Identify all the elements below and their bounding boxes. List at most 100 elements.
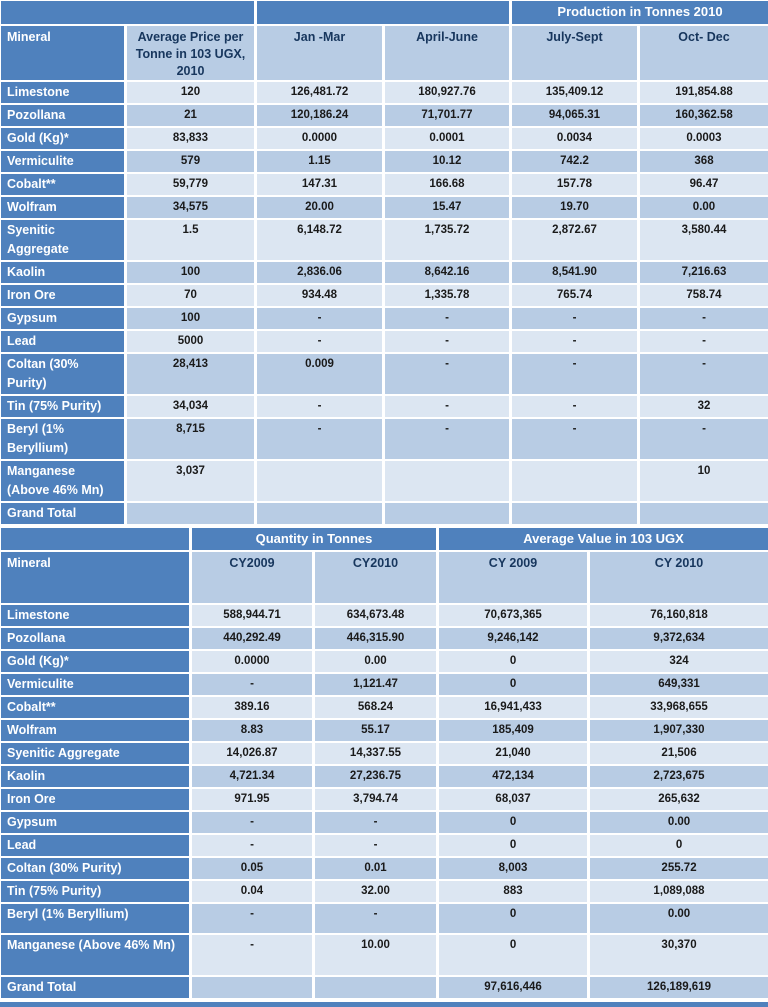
row-label-gypsum: Gypsum xyxy=(1,307,126,330)
data-cell: 70,673,365 xyxy=(438,604,589,627)
data-cell: 368 xyxy=(639,150,768,173)
column-header-cy2009-qty: CY2009 xyxy=(191,551,314,604)
data-cell: 21,506 xyxy=(589,742,768,765)
data-cell: - xyxy=(511,395,639,418)
data-cell: 440,292.49 xyxy=(191,627,314,650)
data-cell: 5000 xyxy=(126,330,256,353)
data-cell: 1,121.47 xyxy=(314,673,438,696)
data-cell: 14,337.55 xyxy=(314,742,438,765)
band-spacer xyxy=(256,1,511,25)
data-cell: - xyxy=(191,811,314,834)
row-label-coltan-30-purity: Coltan (30% Purity) xyxy=(1,353,126,395)
data-cell: 21 xyxy=(126,104,256,127)
production-table: Production in Tonnes 2010 Mineral Averag… xyxy=(0,0,768,526)
row-label-lead: Lead xyxy=(1,330,126,353)
data-cell: 3,580.44 xyxy=(639,219,768,261)
data-cell: 389.16 xyxy=(191,696,314,719)
row-label-iron-ore: Iron Ore xyxy=(1,284,126,307)
data-cell: 1.5 xyxy=(126,219,256,261)
data-cell: 3,037 xyxy=(126,460,256,502)
data-cell: - xyxy=(256,395,384,418)
data-cell: 27,236.75 xyxy=(314,765,438,788)
data-cell: 28,413 xyxy=(126,353,256,395)
data-cell: 3,794.74 xyxy=(314,788,438,811)
column-header-cy2010-value: CY 2010 xyxy=(589,551,768,604)
data-cell: 0 xyxy=(438,903,589,934)
data-cell: 0.00 xyxy=(589,811,768,834)
row-label-wolfram: Wolfram xyxy=(1,719,191,742)
data-cell: 255.72 xyxy=(589,857,768,880)
data-cell: 160,362.58 xyxy=(639,104,768,127)
value-band-title: Average Value in 103 UGX xyxy=(438,527,768,551)
data-cell: 34,034 xyxy=(126,395,256,418)
data-cell: 883 xyxy=(438,880,589,903)
data-cell: 0.0034 xyxy=(511,127,639,150)
data-cell: 2,723,675 xyxy=(589,765,768,788)
column-header-mineral: Mineral xyxy=(1,25,126,81)
data-cell: 0.0001 xyxy=(384,127,511,150)
data-cell: 70 xyxy=(126,284,256,307)
row-label-manganese-above-46-mn: Manganese (Above 46% Mn) xyxy=(1,460,126,502)
data-cell: 8,541.90 xyxy=(511,261,639,284)
data-cell: 8,003 xyxy=(438,857,589,880)
data-cell: 9,246,142 xyxy=(438,627,589,650)
production-band-row: Production in Tonnes 2010 xyxy=(1,1,768,25)
data-cell: 126,189,619 xyxy=(589,976,768,999)
data-cell: - xyxy=(191,934,314,976)
row-label-beryl-1-beryllium: Beryl (1% Beryllium) xyxy=(1,418,126,460)
row-label-lead: Lead xyxy=(1,834,191,857)
data-cell: 472,134 xyxy=(438,765,589,788)
data-cell: - xyxy=(639,418,768,460)
row-label-manganese-above-46-mn: Manganese (Above 46% Mn) xyxy=(1,934,191,976)
row-label-pozollana: Pozollana xyxy=(1,104,126,127)
data-cell: 14,026.87 xyxy=(191,742,314,765)
row-label-gold-kg: Gold (Kg)* xyxy=(1,650,191,673)
column-header-oct-dec: Oct- Dec xyxy=(639,25,768,81)
data-cell: - xyxy=(384,353,511,395)
data-cell: 94,065.31 xyxy=(511,104,639,127)
data-cell: 0.009 xyxy=(256,353,384,395)
data-cell: 0.01 xyxy=(314,857,438,880)
row-label-grand-total: Grand Total xyxy=(1,976,191,999)
data-cell: - xyxy=(384,330,511,353)
data-cell: - xyxy=(256,330,384,353)
data-cell: 59,779 xyxy=(126,173,256,196)
data-cell: 126,481.72 xyxy=(256,81,384,104)
data-cell: - xyxy=(191,673,314,696)
data-cell: 32 xyxy=(639,395,768,418)
data-cell: 34,575 xyxy=(126,196,256,219)
row-label-syenitic-aggregate: Syenitic Aggregate xyxy=(1,742,191,765)
data-cell: - xyxy=(511,307,639,330)
data-cell: - xyxy=(384,395,511,418)
data-cell: 0 xyxy=(438,673,589,696)
data-cell xyxy=(191,976,314,999)
quantity-band-title: Quantity in Tonnes xyxy=(191,527,438,551)
data-cell: 68,037 xyxy=(438,788,589,811)
data-cell: 0 xyxy=(438,811,589,834)
row-label-limestone: Limestone xyxy=(1,81,126,104)
data-cell: - xyxy=(256,418,384,460)
data-cell: 1,335.78 xyxy=(384,284,511,307)
data-cell: 0 xyxy=(438,934,589,976)
row-label-kaolin: Kaolin xyxy=(1,765,191,788)
row-label-vermiculite: Vermiculite xyxy=(1,150,126,173)
row-label-pozollana: Pozollana xyxy=(1,627,191,650)
data-cell: 33,968,655 xyxy=(589,696,768,719)
data-cell: 579 xyxy=(126,150,256,173)
data-cell: 0.00 xyxy=(639,196,768,219)
data-cell: 568.24 xyxy=(314,696,438,719)
